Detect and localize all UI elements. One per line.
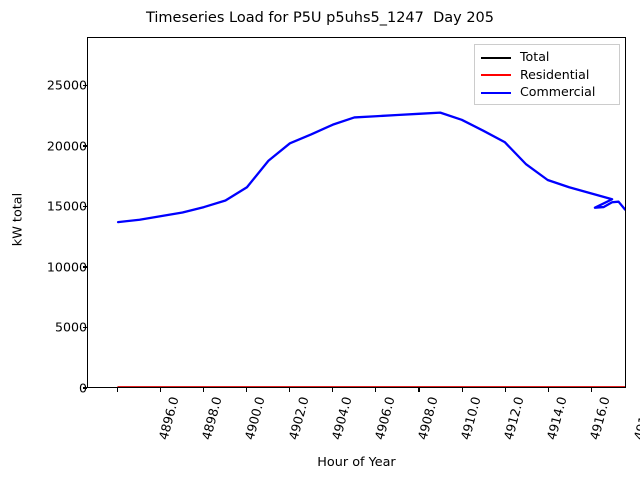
- y-axis-tick-label: 0: [21, 381, 87, 396]
- y-axis-tick-label: 5000: [54, 319, 87, 335]
- y-axis-tick-marks: [83, 0, 89, 480]
- legend-label: Commercial: [520, 84, 596, 100]
- x-axis-tick-mark: [289, 388, 291, 392]
- legend: Total Residential Commercial: [474, 44, 620, 105]
- y-axis-tick-mark: [83, 84, 87, 86]
- y-axis-tick-mark: [83, 145, 87, 147]
- x-axis-label: Hour of Year: [317, 455, 396, 470]
- y-axis-tick-label: 25000: [46, 77, 87, 93]
- x-axis-tick-mark: [245, 388, 248, 392]
- y-axis-label: kW total: [10, 192, 26, 247]
- y-axis-tick-label: 20000: [46, 138, 87, 154]
- x-axis-tick-mark: [375, 388, 377, 392]
- legend-color-swatch: [481, 74, 511, 77]
- y-axis-tick-labels: 0 5000 10000 15000 20000 25000: [0, 0, 87, 480]
- legend-item[interactable]: Commercial: [481, 84, 613, 102]
- x-axis-tick-label: 4908.0: [414, 395, 441, 442]
- y-axis-tick-label: 10000: [46, 259, 87, 275]
- legend-color-swatch: [481, 91, 511, 94]
- y-axis-tick-mark: [83, 205, 87, 208]
- x-axis-tick-label: 4904.0: [328, 395, 355, 442]
- series-line-commercial: [118, 113, 625, 223]
- legend-item[interactable]: Residential: [481, 67, 613, 85]
- x-axis-tick-label: 4916.0: [587, 395, 613, 442]
- x-axis-tick-label: 4912.0: [500, 395, 527, 442]
- x-axis-tick-label: 4906.0: [371, 395, 398, 442]
- x-axis-tick-label: 4918.0: [630, 395, 640, 442]
- legend-color-swatch: [481, 56, 511, 59]
- y-axis-tick-mark: [83, 326, 87, 329]
- x-axis-tick-mark: [332, 388, 334, 392]
- x-axis-tick-mark: [547, 388, 549, 392]
- x-axis-tick-label: 4902.0: [285, 395, 312, 442]
- page-title: Timeseries Load for P5U p5uhs5_1247 Day …: [145, 10, 495, 26]
- y-axis-tick-label: 15000: [46, 198, 87, 214]
- x-axis-tick-label: 4914.0: [543, 395, 570, 442]
- x-axis-tick-label: 4900.0: [242, 395, 268, 442]
- x-axis-tick-mark: [116, 388, 118, 392]
- x-axis-tick-mark: [418, 388, 420, 392]
- y-axis-tick-mark: [83, 387, 87, 389]
- x-axis-tick-mark: [202, 388, 204, 392]
- x-axis-tick-mark: [590, 388, 593, 392]
- x-axis-tick-label: 4910.0: [457, 395, 484, 442]
- series-canvas: [88, 38, 625, 387]
- x-axis-tick-mark: [461, 388, 463, 392]
- legend-label: Total: [520, 49, 550, 65]
- legend-item[interactable]: Total: [481, 49, 613, 67]
- x-axis-tick-mark: [504, 388, 506, 392]
- x-axis-tick-mark: [159, 388, 161, 392]
- x-axis-tick-label: 4896.0: [155, 395, 182, 442]
- y-axis-tick-mark: [83, 266, 87, 268]
- legend-label: Residential: [520, 66, 590, 82]
- x-axis-tick-label: 4898.0: [198, 395, 225, 442]
- plot-area: [87, 37, 626, 388]
